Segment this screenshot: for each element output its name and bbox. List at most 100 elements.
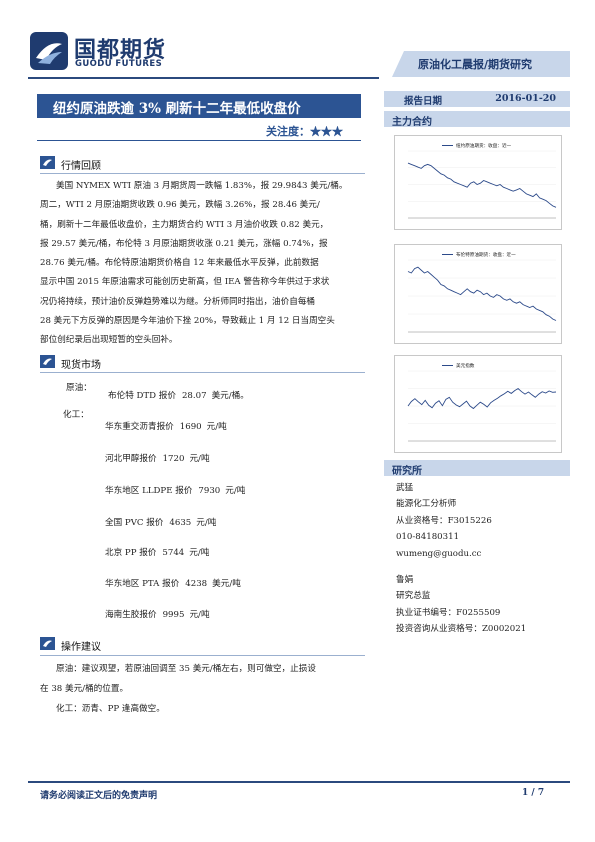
review-line: 显示中国 2015 年原油需求可能创历史新高，但 IEA 警告称今年供过于求状 [40,277,330,288]
market-item-unit: 元/吨 [225,486,246,496]
section-title-operation: 操作建议 [61,642,101,653]
market-item-name: 布伦特 DTD 报价 [108,391,176,401]
market-item-value: 28.07 [181,391,207,401]
chart-wti-crude: 纽约原油期货：收盘：近一 [394,135,562,230]
analyst-email[interactable]: wumeng@guodu.cc [396,546,492,562]
review-line: 况仍将持续，预计油价反弹趋势难以为继。分析师同时指出，油价自每桶 [40,296,316,307]
chart-brent-svg: 布伦特原油期货：收盘：近一 [394,244,562,344]
review-line: 部位创纪录后出现短暂的空头回补。 [40,335,178,346]
title-divider [37,140,361,141]
market-chem-row: 全国 PVC 报价 4635 元/吨 [105,516,216,528]
attention-label: 关注度： [266,125,310,138]
market-item-unit: 美元/桶。 [211,391,249,401]
chart-series-line [407,387,557,410]
chart-legend-label: 纽约原油期货：收盘：近一 [456,142,512,149]
market-chem-row: 华东地区 LLDPE 报价 7930 元/吨 [105,484,245,496]
market-item-value: 5744 [162,548,185,558]
analyst-phone: 010-84180311 [396,532,460,543]
market-item-name: 华东地区 LLDPE 报价 [105,486,193,496]
chart-brent-crude: 布伦特原油期货：收盘：近一 [394,244,562,344]
main-contract-header: 主力合约 [384,111,570,128]
report-date-label: 报告日期 [404,96,443,107]
market-item-value: 1720 [162,454,185,464]
market-item-unit: 元/吨 [189,548,210,558]
analyst-name: 武猛 [396,483,414,493]
analyst-name: 鲁娟 [396,575,414,585]
review-line: 周二，WTI 2 月原油期货收跌 0.96 美元，跌幅 3.26%，报 28.4… [40,200,320,211]
market-crude-row: 布伦特 DTD 报价 28.07 美元/桶。 [108,389,249,401]
guodu-logo-mark-icon [30,32,68,70]
operation-crude-line: 在 38 美元/桶的位置。 [40,684,129,694]
analyst-license: 执业证书编号：F0255509 [396,607,501,618]
operation-crude-line: 原油：建议观望，若原油回调至 35 美元/桶左右，则可做空，止损设 [56,664,316,674]
section-divider [40,372,365,373]
market-item-name: 河北甲醇报价 [105,454,157,464]
analyst-consult-license: 投资咨询从业资格号：Z0002021 [396,624,527,635]
market-item-name: 华东重交沥青报价 [105,422,174,432]
logo-english-name: GUODU FUTURES [75,59,163,69]
chart-dollar-index: 美元指数 [394,355,562,453]
section-divider [40,655,365,656]
market-crude-label: 原油： [66,383,92,393]
report-title-bar: 纽约原油跌逾 3% 刷新十二年最低收盘价 [37,94,361,118]
main-contract-title: 主力合约 [392,117,432,128]
market-item-value: 4635 [169,518,192,528]
market-chem-row: 北京 PP 报价 5744 元/吨 [105,546,209,558]
section-bullet-icon [40,156,55,169]
logo-chinese-name: 国都期货 [74,38,167,63]
chart-legend-label: 布伦特原油期货：收盘：近一 [456,251,516,258]
attention-rating: 关注度：★★★ [266,123,343,139]
section-title-review: 行情回顾 [61,161,101,172]
analyst-license: 从业资格号：F3015226 [396,515,492,526]
research-header: 研究所 [384,460,570,477]
company-logo: 国都期货 GUODU FUTURES [28,30,178,74]
market-item-unit: 元/吨 [189,454,210,464]
market-item-value: 9995 [162,610,185,620]
chart-series-line [407,266,557,321]
section-bullet-icon [40,355,55,368]
header-divider [28,77,379,79]
attention-stars-icon: ★★★ [310,125,343,138]
market-item-name: 北京 PP 报价 [105,548,157,558]
chart-frame [394,135,562,230]
analyst-title: 研究总监 [396,591,431,602]
analyst-block-1: 武猛 能源化工分析师 从业资格号：F3015226 010-84180311 w… [396,480,492,562]
operation-chem-line: 化工：沥青、PP 逢高做空。 [56,704,165,714]
analyst-email-text: wumeng@guodu.cc [396,548,482,559]
market-item-value: 1690 [179,422,202,432]
market-item-name: 海南生胶报价 [105,610,157,620]
market-chem-label: 化工： [63,410,89,420]
report-type-label: 原油化工晨报/期货研究 [418,58,533,71]
market-chem-row: 海南生胶报价 9995 元/吨 [105,608,210,620]
research-title: 研究所 [392,466,422,477]
market-item-name: 全国 PVC 报价 [105,518,164,528]
market-chem-row: 华东地区 PTA 报价 4238 美元/吨 [105,577,241,589]
review-paragraph: 美国 NYMEX WTI 原油 3 月期货周一跌幅 1.83%，报 29.984… [40,177,365,351]
section-title-market: 现货市场 [61,360,101,371]
review-line: 桶，刷新十二年最低收盘价，主力期货合约 WTI 3 月油价收跌 0.82 美元， [40,219,329,230]
chart-wti-svg: 纽约原油期货：收盘：近一 [394,135,562,230]
section-bullet-icon [40,637,55,650]
review-line: 28 美元下方反弹的原因是今年油价下挫 20%，导致截止 1 月 12 日当周空… [40,316,335,327]
analyst-title: 能源化工分析师 [396,499,457,510]
disclaimer-note: 请务必阅读正文后的免责声明 [40,791,158,801]
report-type-tag: 原油化工晨报/期货研究 [392,51,570,77]
operation-advice: 原油：建议观望，若原油回调至 35 美元/桶左右，则可做空，止损设 在 38 美… [40,659,365,719]
market-item-unit: 元/吨 [206,422,227,432]
market-item-value: 7930 [198,486,221,496]
report-date-bar: 报告日期 2016-01-20 [384,91,570,107]
page-number: 1 / 7 [522,788,545,798]
report-title: 纽约原油跌逾 3% 刷新十二年最低收盘价 [53,101,301,117]
market-chem-row: 河北甲醇报价 1720 元/吨 [105,452,210,464]
market-item-unit: 元/吨 [196,518,217,528]
review-line: 报 29.57 美元/桶，布伦特 3 月原油期货收涨 0.21 美元，涨幅 0.… [40,238,328,249]
market-item-unit: 元/吨 [189,610,210,620]
chart-frame [394,244,562,344]
chart-legend-label: 美元指数 [456,362,475,369]
footer-divider [28,781,570,783]
market-chem-row: 华东重交沥青报价 1690 元/吨 [105,420,227,432]
review-line: 28.76 美元/桶。布伦特原油期货价格自 12 年来最低水平反弹，此前数据 [40,258,319,269]
market-item-name: 华东地区 PTA 报价 [105,579,180,589]
review-line: 美国 NYMEX WTI 原油 3 月期货周一跌幅 1.83%，报 29.984… [56,181,348,191]
chart-dollar-svg: 美元指数 [394,355,562,453]
